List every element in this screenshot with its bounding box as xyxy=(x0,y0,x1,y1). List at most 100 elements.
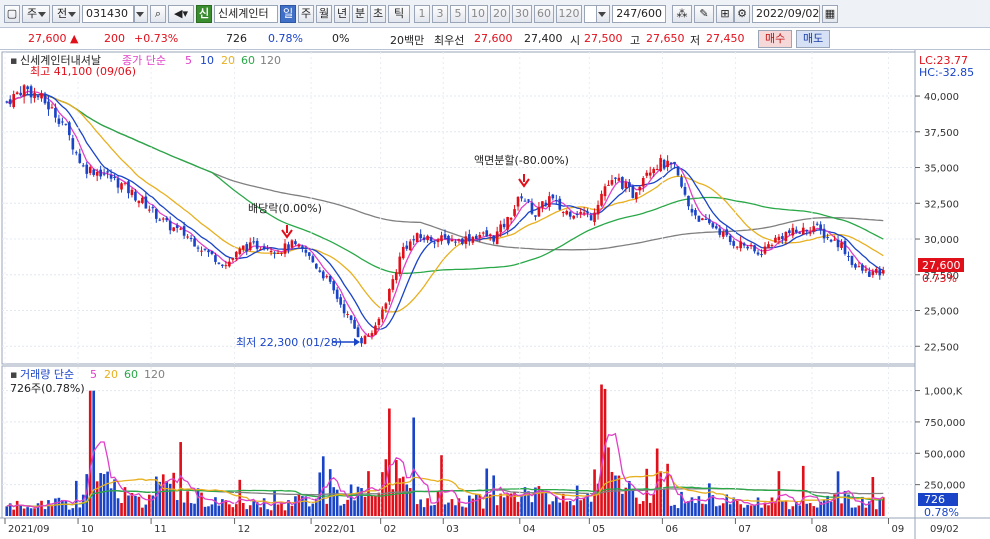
volume-bar xyxy=(294,496,297,516)
candle-body xyxy=(774,237,777,243)
volume-bar xyxy=(99,473,102,516)
candle-body xyxy=(847,256,850,258)
period-day-label: 일 xyxy=(282,7,294,20)
candle-body xyxy=(113,177,116,179)
volume-bar xyxy=(628,480,631,516)
minute-20-button[interactable]: 20 xyxy=(490,5,510,23)
ma60-legend: 60 xyxy=(241,54,255,67)
candle-body xyxy=(64,123,68,125)
volume-bar xyxy=(746,504,749,516)
period-week-label: 주 xyxy=(300,7,312,20)
volume-bar xyxy=(224,500,228,516)
volume-bar xyxy=(728,504,732,516)
volume-bar xyxy=(228,504,231,516)
volume-bar xyxy=(370,496,374,516)
code-dropdown[interactable] xyxy=(134,5,148,23)
volume-bar xyxy=(419,499,422,516)
volume-bar xyxy=(871,477,875,516)
stock-chart[interactable]: 22,500 25,000 27,500 30,000 32,500 35,000 37,5… xyxy=(0,50,990,539)
candle-body xyxy=(634,192,638,200)
period-week-button[interactable]: 주 xyxy=(298,5,314,23)
split-label: 액면분할(-80.00%) xyxy=(474,154,569,167)
volume-bar xyxy=(854,507,857,516)
market-select[interactable]: 주 xyxy=(22,5,50,23)
period-day-button[interactable]: 일 xyxy=(280,5,296,23)
volume-bar xyxy=(15,500,19,516)
layout-icon[interactable]: ▢ xyxy=(4,5,20,23)
volume-bar xyxy=(269,510,273,516)
custom-period-dropdown[interactable] xyxy=(596,5,610,23)
date-field[interactable]: 2022/09/02 xyxy=(752,5,820,23)
ma10-legend: 10 xyxy=(200,54,214,67)
period-second-button[interactable]: 초 xyxy=(370,5,386,23)
volume-bar xyxy=(311,503,315,516)
draw-tool-icon[interactable]: ✎ xyxy=(694,5,714,23)
code-input[interactable]: 031430 xyxy=(82,5,134,23)
market-label: 주 xyxy=(26,7,38,20)
volume-bar xyxy=(332,487,336,516)
sell-button[interactable]: 매도 xyxy=(796,30,831,48)
candle-body xyxy=(871,271,875,276)
lc-label: LC:23.77 xyxy=(919,54,968,67)
volume-bar xyxy=(798,505,802,516)
candle-body xyxy=(71,138,75,150)
volume-bar xyxy=(356,486,360,516)
volume-bar xyxy=(102,474,106,516)
volume-tick-label: 1,000,K xyxy=(924,387,963,398)
period-year-button[interactable]: 년 xyxy=(334,5,350,23)
candle-body xyxy=(287,244,290,250)
minute-30-button[interactable]: 30 xyxy=(512,5,532,23)
candle-body xyxy=(495,231,499,245)
candle-body xyxy=(638,186,642,191)
volume-bar xyxy=(805,503,809,516)
candle-body xyxy=(266,248,269,250)
minute-10-button[interactable]: 10 xyxy=(468,5,488,23)
period-minute-button[interactable]: 분 xyxy=(352,5,368,23)
date-tick-label: 08 xyxy=(815,524,828,535)
candle-body xyxy=(683,186,687,195)
price-axis: 22,500 25,000 27,500 30,000 32,500 35,000 37,5… xyxy=(915,92,959,353)
candle-body xyxy=(819,224,822,230)
speaker-icon[interactable]: ◀▾ xyxy=(168,5,194,23)
zoom-icon[interactable]: ⊞ xyxy=(716,5,734,23)
minute-3-button[interactable]: 3 xyxy=(432,5,448,23)
date-tick-label: 11 xyxy=(154,524,167,535)
volume-bar xyxy=(384,459,388,516)
candle-body xyxy=(488,234,492,236)
candle-body xyxy=(485,230,489,237)
candle-body xyxy=(548,196,551,207)
volume-bar xyxy=(33,508,36,516)
candle-body xyxy=(530,202,534,214)
candle-body xyxy=(593,212,596,222)
period-tick-button[interactable]: 틱 xyxy=(388,5,410,23)
buy-button[interactable]: 매수 xyxy=(758,30,793,48)
volume-bar xyxy=(561,493,565,516)
count-field[interactable]: 247/600 xyxy=(612,5,666,23)
calendar-icon[interactable]: ▦ xyxy=(822,5,838,23)
settings-icon[interactable]: ⚙ xyxy=(734,5,750,23)
chart-type-icon[interactable]: ⁂ xyxy=(672,5,692,23)
minute-120-button[interactable]: 120 xyxy=(556,5,582,23)
volume-percent: 0.78% xyxy=(268,32,303,45)
candle-body xyxy=(826,237,829,239)
minute-5-button[interactable]: 5 xyxy=(450,5,466,23)
volume-bar xyxy=(148,494,151,516)
volume-bar xyxy=(499,493,502,516)
minute-1-button[interactable]: 1 xyxy=(414,5,430,23)
candle-body xyxy=(335,289,339,299)
search-icon[interactable]: ⌕ xyxy=(150,5,166,23)
volume-bar xyxy=(74,480,78,516)
candle-body xyxy=(398,256,402,275)
volume-value: 726 xyxy=(226,32,247,45)
volume-bar xyxy=(520,495,523,516)
period-month-button[interactable]: 월 xyxy=(316,5,332,23)
volume-bar xyxy=(523,487,527,516)
volume-bar xyxy=(47,500,50,516)
volume-bar xyxy=(624,487,628,516)
candle-body xyxy=(468,234,471,242)
minute-60-button[interactable]: 60 xyxy=(534,5,554,23)
prev-select[interactable]: 전 xyxy=(52,5,80,23)
volume-bar xyxy=(116,498,120,516)
candle-body xyxy=(784,231,788,242)
candle-body xyxy=(614,177,617,179)
